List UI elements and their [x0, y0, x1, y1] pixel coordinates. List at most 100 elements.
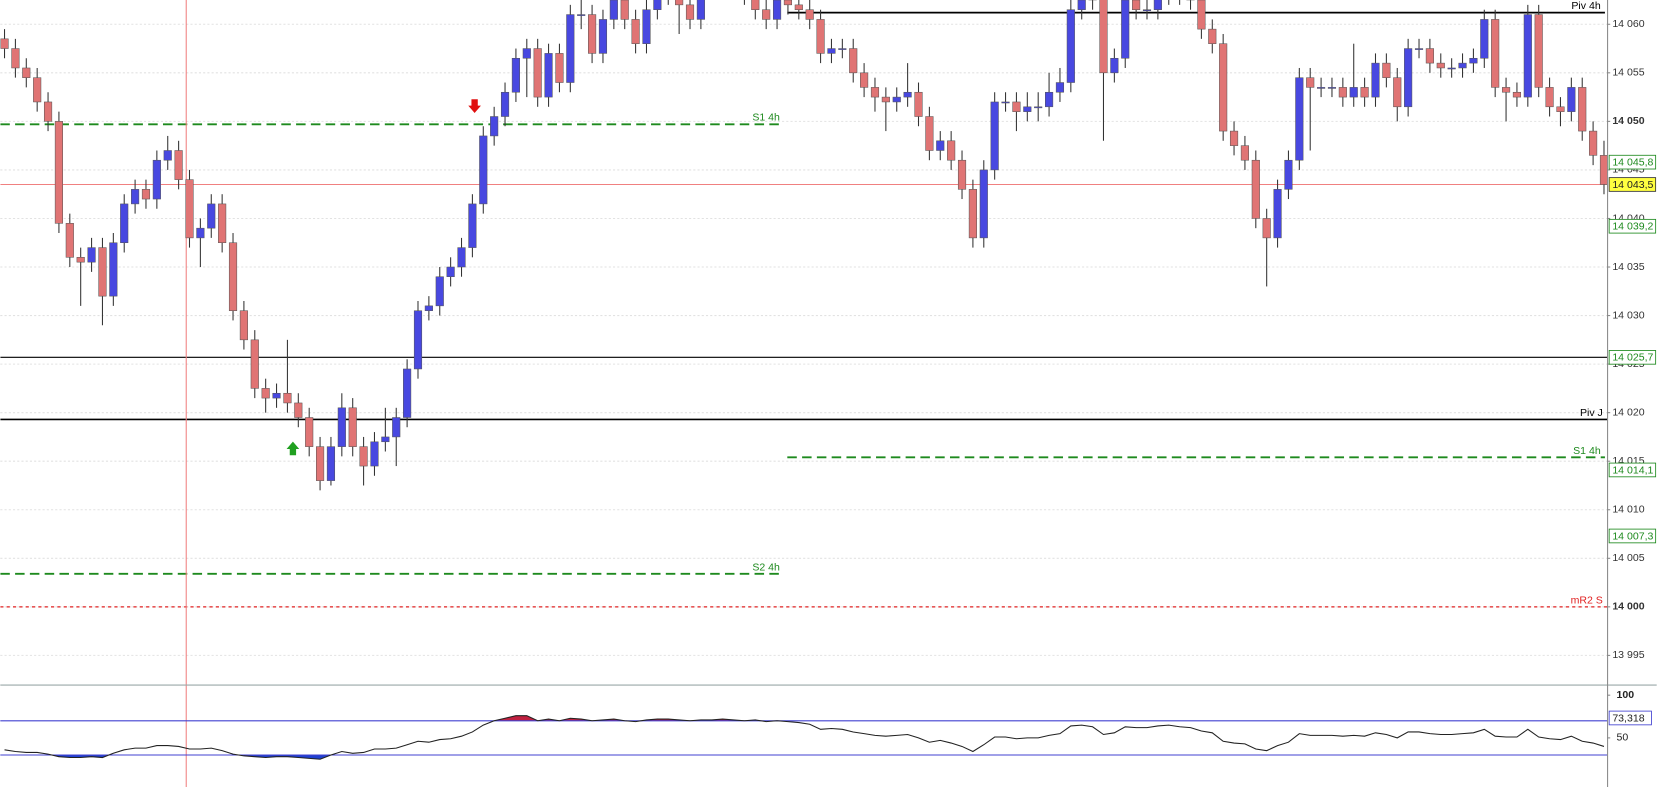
- candle-body: [218, 203, 227, 244]
- candle-body: [598, 19, 608, 54]
- candle-body: [1567, 87, 1576, 112]
- candle-body: [43, 101, 53, 122]
- y-tick-label: 14 050: [1612, 115, 1644, 127]
- candle-body: [1404, 48, 1413, 108]
- price-label-box: [1608, 528, 1657, 544]
- candle-body: [326, 446, 336, 481]
- candle-body: [533, 48, 542, 98]
- candle-body: [751, 0, 760, 10]
- price-label: 14 043,5: [1612, 179, 1653, 191]
- candle-body: [1229, 130, 1239, 146]
- level-label: Piv 4h: [1571, 0, 1600, 12]
- candle-body: [642, 9, 651, 44]
- candle-body: [1512, 91, 1522, 98]
- candle-body: [968, 189, 977, 239]
- candle-body: [174, 150, 183, 180]
- y-tick-label: 14 005: [1612, 552, 1644, 564]
- y-tick-label: 14 060: [1612, 18, 1644, 30]
- y-tick-label: 14 000: [1612, 601, 1644, 613]
- candle-body: [914, 91, 923, 117]
- candle-body: [381, 436, 390, 443]
- candle-body: [435, 276, 444, 307]
- candle-body: [1393, 77, 1402, 108]
- candle-body: [261, 388, 270, 399]
- candle-body: [141, 189, 151, 200]
- candle-body: [794, 4, 803, 10]
- price-label-box: [1608, 462, 1657, 478]
- y-tick-label: 14 010: [1612, 504, 1644, 516]
- candle-body: [1132, 0, 1141, 10]
- candle-body: [1077, 0, 1086, 10]
- candle-body: [1523, 14, 1532, 98]
- ind-marker-box: [1608, 710, 1652, 726]
- candle-body: [685, 4, 695, 20]
- candle-body: [609, 0, 618, 20]
- candle-body: [544, 53, 553, 98]
- level-label: Piv J: [1580, 407, 1603, 419]
- candle-body: [903, 91, 912, 98]
- candle-body: [359, 446, 368, 467]
- candle-body: [1110, 57, 1119, 74]
- ind-marker-label: 73,318: [1612, 712, 1644, 724]
- candle-body: [566, 14, 575, 83]
- candle-body: [65, 223, 74, 258]
- candle-body: [1556, 106, 1565, 112]
- candle-body: [511, 57, 520, 93]
- candle-body: [1219, 43, 1228, 132]
- candle-body: [1338, 87, 1347, 98]
- candle-body: [163, 150, 172, 161]
- candle-body: [892, 96, 901, 103]
- candle-body: [1425, 48, 1434, 64]
- candle-body: [936, 140, 945, 151]
- candle-body: [675, 0, 684, 6]
- y-tick-label: 14 055: [1612, 67, 1644, 79]
- candle-body: [925, 116, 934, 151]
- candle-body: [1208, 28, 1217, 44]
- ind-tick-label: 50: [1617, 732, 1629, 744]
- candle-body: [1197, 0, 1206, 30]
- candle-body: [1360, 87, 1369, 98]
- price-label: 14 007,3: [1612, 530, 1653, 542]
- candle-body: [1121, 0, 1130, 59]
- candle-body: [457, 247, 466, 268]
- candle-body: [1066, 9, 1075, 83]
- candle-body: [957, 159, 967, 190]
- candle-body: [413, 310, 423, 370]
- candle-body: [305, 417, 314, 447]
- candle-body: [1491, 19, 1500, 88]
- y-tick-label: 14 035: [1612, 261, 1644, 273]
- candle-body: [370, 441, 379, 467]
- candle-body: [1578, 87, 1587, 132]
- candle-body: [816, 19, 825, 54]
- price-label: 14 045,8: [1612, 156, 1653, 168]
- candle-body: [653, 0, 662, 10]
- candle-body: [348, 407, 357, 447]
- indicator-pane: [0, 715, 1608, 760]
- candle-body: [185, 179, 194, 239]
- candle-body: [152, 159, 161, 200]
- sell-arrow: [468, 99, 481, 114]
- candle-body: [1436, 62, 1445, 69]
- candle-body: [446, 266, 455, 277]
- price-label-box: [1608, 177, 1657, 192]
- candle-body: [1240, 145, 1249, 161]
- candle-body: [207, 203, 216, 229]
- candle-body: [1458, 62, 1467, 69]
- candle-body: [588, 14, 597, 54]
- candle-body: [1469, 57, 1478, 64]
- candle-body: [0, 38, 9, 49]
- candle-body: [239, 310, 248, 341]
- candle-body: [947, 140, 956, 161]
- candle-body: [196, 227, 205, 239]
- candle-body: [1382, 62, 1391, 78]
- candle-body: [1545, 87, 1554, 108]
- candle-body: [577, 14, 586, 16]
- candle-body: [1023, 106, 1032, 112]
- candle-body: [1153, 0, 1162, 10]
- level-label: S2 4h: [752, 561, 780, 573]
- levels: Piv 4h Piv J S1 4h S1 4h S2 4h mR2 S: [0, 0, 1608, 608]
- candle-body: [1012, 101, 1021, 112]
- candle-body: [1534, 14, 1543, 88]
